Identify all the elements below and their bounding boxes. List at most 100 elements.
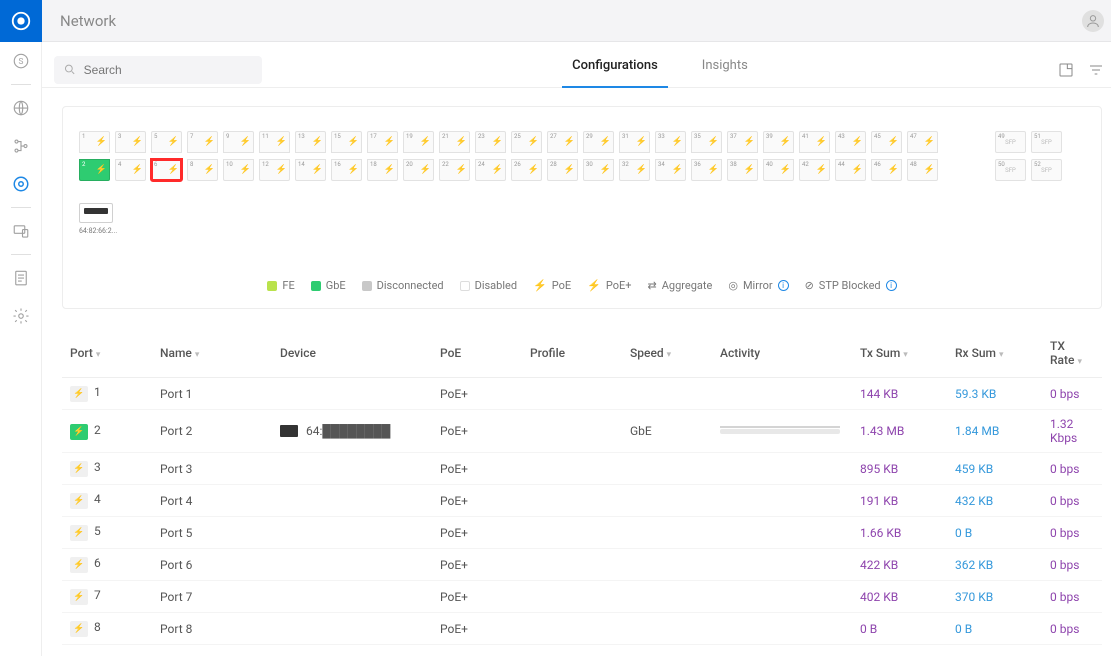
port-45[interactable]: 45⚡ xyxy=(871,131,902,153)
connected-device-mac: 64:82:66:2... xyxy=(79,227,117,235)
user-avatar-icon[interactable] xyxy=(1082,10,1104,32)
col-activity[interactable]: Activity xyxy=(712,329,852,378)
connected-device-icon[interactable] xyxy=(79,203,113,223)
port-status-icon: ⚡ xyxy=(70,461,88,477)
port-2[interactable]: 2⚡ xyxy=(79,159,110,181)
table-row[interactable]: ⚡5Port 5PoE+1.66 KB0 B0 bps xyxy=(62,517,1102,549)
port-19[interactable]: 19⚡ xyxy=(403,131,434,153)
port-34[interactable]: 34⚡ xyxy=(655,159,686,181)
port-12[interactable]: 12⚡ xyxy=(259,159,290,181)
nav-dollar-icon[interactable]: S xyxy=(0,42,42,80)
search-input[interactable] xyxy=(54,56,262,84)
nav-network-icon[interactable] xyxy=(0,165,42,203)
port-11[interactable]: 11⚡ xyxy=(259,131,290,153)
table-row[interactable]: ⚡8Port 8PoE+0 B0 B0 bps xyxy=(62,613,1102,645)
filter-icon[interactable] xyxy=(1088,62,1104,78)
port-4[interactable]: 4⚡ xyxy=(115,159,146,181)
nav-logs-icon[interactable] xyxy=(0,259,42,297)
col-txrate[interactable]: TX Rate▾ xyxy=(1042,329,1102,378)
port-38[interactable]: 38⚡ xyxy=(727,159,758,181)
port-48[interactable]: 48⚡ xyxy=(907,159,938,181)
port-43[interactable]: 43⚡ xyxy=(835,131,866,153)
table-row[interactable]: ⚡1Port 1PoE+144 KB59.3 KB0 bps xyxy=(62,378,1102,410)
nav-separator xyxy=(11,207,31,208)
nav-globe-icon[interactable] xyxy=(0,89,42,127)
nav-topology-icon[interactable] xyxy=(0,127,42,165)
sfp-port-49[interactable]: 49SFP xyxy=(995,131,1026,153)
port-41[interactable]: 41⚡ xyxy=(799,131,830,153)
activity-bar xyxy=(720,429,840,434)
port-14[interactable]: 14⚡ xyxy=(295,159,326,181)
col-port[interactable]: Port▾ xyxy=(62,329,152,378)
port-44[interactable]: 44⚡ xyxy=(835,159,866,181)
port-8[interactable]: 8⚡ xyxy=(187,159,218,181)
port-13[interactable]: 13⚡ xyxy=(295,131,326,153)
port-31[interactable]: 31⚡ xyxy=(619,131,650,153)
col-name[interactable]: Name▾ xyxy=(152,329,272,378)
port-6[interactable]: 6⚡ xyxy=(151,159,182,181)
search-field[interactable] xyxy=(84,63,252,77)
legend-disab-swatch xyxy=(460,281,470,291)
port-22[interactable]: 22⚡ xyxy=(439,159,470,181)
port-5[interactable]: 5⚡ xyxy=(151,131,182,153)
sfp-port-51[interactable]: 51SFP xyxy=(1031,131,1062,153)
info-icon[interactable]: i xyxy=(778,280,789,291)
bolt-icon: ⚡ xyxy=(533,279,547,292)
port-status-icon: ⚡ xyxy=(70,386,88,402)
tab-configurations[interactable]: Configurations xyxy=(570,52,660,87)
sfp-port-50[interactable]: 50SFP xyxy=(995,159,1026,181)
port-39[interactable]: 39⚡ xyxy=(763,131,794,153)
aggregate-icon: ⇄ xyxy=(648,279,657,292)
col-speed[interactable]: Speed▾ xyxy=(622,329,712,378)
port-10[interactable]: 10⚡ xyxy=(223,159,254,181)
port-46[interactable]: 46⚡ xyxy=(871,159,902,181)
port-35[interactable]: 35⚡ xyxy=(691,131,722,153)
port-9[interactable]: 9⚡ xyxy=(223,131,254,153)
col-rxsum[interactable]: Rx Sum▾ xyxy=(947,329,1042,378)
port-26[interactable]: 26⚡ xyxy=(511,159,542,181)
nav-settings-icon[interactable] xyxy=(0,297,42,335)
port-29[interactable]: 29⚡ xyxy=(583,131,614,153)
tab-insights[interactable]: Insights xyxy=(700,52,750,87)
sfp-port-52[interactable]: 52SFP xyxy=(1031,159,1062,181)
nav-devices-icon[interactable] xyxy=(0,212,42,250)
table-row[interactable]: ⚡7Port 7PoE+402 KB370 KB0 bps xyxy=(62,581,1102,613)
port-36[interactable]: 36⚡ xyxy=(691,159,722,181)
port-24[interactable]: 24⚡ xyxy=(475,159,506,181)
port-21[interactable]: 21⚡ xyxy=(439,131,470,153)
port-27[interactable]: 27⚡ xyxy=(547,131,578,153)
port-3[interactable]: 3⚡ xyxy=(115,131,146,153)
port-23[interactable]: 23⚡ xyxy=(475,131,506,153)
app-logo[interactable] xyxy=(0,0,42,42)
table-row[interactable]: ⚡4Port 4PoE+191 KB432 KB0 bps xyxy=(62,485,1102,517)
bolt-plus-icon: ⚡ xyxy=(587,279,601,292)
expand-icon[interactable] xyxy=(1058,62,1074,78)
port-30[interactable]: 30⚡ xyxy=(583,159,614,181)
port-20[interactable]: 20⚡ xyxy=(403,159,434,181)
port-15[interactable]: 15⚡ xyxy=(331,131,362,153)
port-17[interactable]: 17⚡ xyxy=(367,131,398,153)
port-37[interactable]: 37⚡ xyxy=(727,131,758,153)
table-row[interactable]: ⚡3Port 3PoE+895 KB459 KB0 bps xyxy=(62,453,1102,485)
blocked-icon: ⊘ xyxy=(805,279,814,292)
table-row[interactable]: ⚡6Port 6PoE+422 KB362 KB0 bps xyxy=(62,549,1102,581)
port-40[interactable]: 40⚡ xyxy=(763,159,794,181)
port-7[interactable]: 7⚡ xyxy=(187,131,218,153)
legend-disc-swatch xyxy=(362,281,372,291)
port-28[interactable]: 28⚡ xyxy=(547,159,578,181)
port-42[interactable]: 42⚡ xyxy=(799,159,830,181)
col-poe[interactable]: PoE xyxy=(432,329,522,378)
port-32[interactable]: 32⚡ xyxy=(619,159,650,181)
port-18[interactable]: 18⚡ xyxy=(367,159,398,181)
port-1[interactable]: 1⚡ xyxy=(79,131,110,153)
col-txsum[interactable]: Tx Sum▾ xyxy=(852,329,947,378)
port-status-icon: ⚡ xyxy=(70,557,88,573)
info-icon[interactable]: i xyxy=(886,280,897,291)
col-device[interactable]: Device xyxy=(272,329,432,378)
table-row[interactable]: ⚡2Port 264:████████PoE+GbE1.43 MB1.84 MB… xyxy=(62,410,1102,453)
port-33[interactable]: 33⚡ xyxy=(655,131,686,153)
port-47[interactable]: 47⚡ xyxy=(907,131,938,153)
col-profile[interactable]: Profile xyxy=(522,329,622,378)
port-16[interactable]: 16⚡ xyxy=(331,159,362,181)
port-25[interactable]: 25⚡ xyxy=(511,131,542,153)
